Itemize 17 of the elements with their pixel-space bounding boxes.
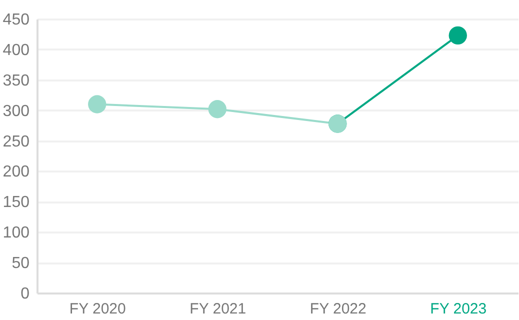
y-tick-label: 350 — [2, 72, 30, 90]
y-tick-label: 200 — [2, 164, 30, 181]
y-tick-label: 0 — [20, 286, 30, 302]
x-tick-label: FY 2023 — [430, 300, 487, 318]
point — [88, 95, 106, 114]
y-tick-label: 400 — [2, 42, 30, 59]
y-tick-label: 150 — [2, 194, 30, 212]
y-tick-label: 50 — [12, 255, 30, 272]
y-tick-label: 450 — [2, 12, 30, 28]
y-tick-label: 100 — [2, 224, 30, 242]
y-tick-label: 300 — [2, 102, 30, 120]
x-tick-label: FY 2022 — [310, 300, 366, 318]
point — [448, 26, 467, 45]
x-tick-label: FY 2020 — [69, 300, 126, 318]
y-tick-label: 250 — [2, 133, 30, 150]
x-tick-label: FY 2021 — [190, 300, 246, 318]
point — [208, 100, 226, 118]
